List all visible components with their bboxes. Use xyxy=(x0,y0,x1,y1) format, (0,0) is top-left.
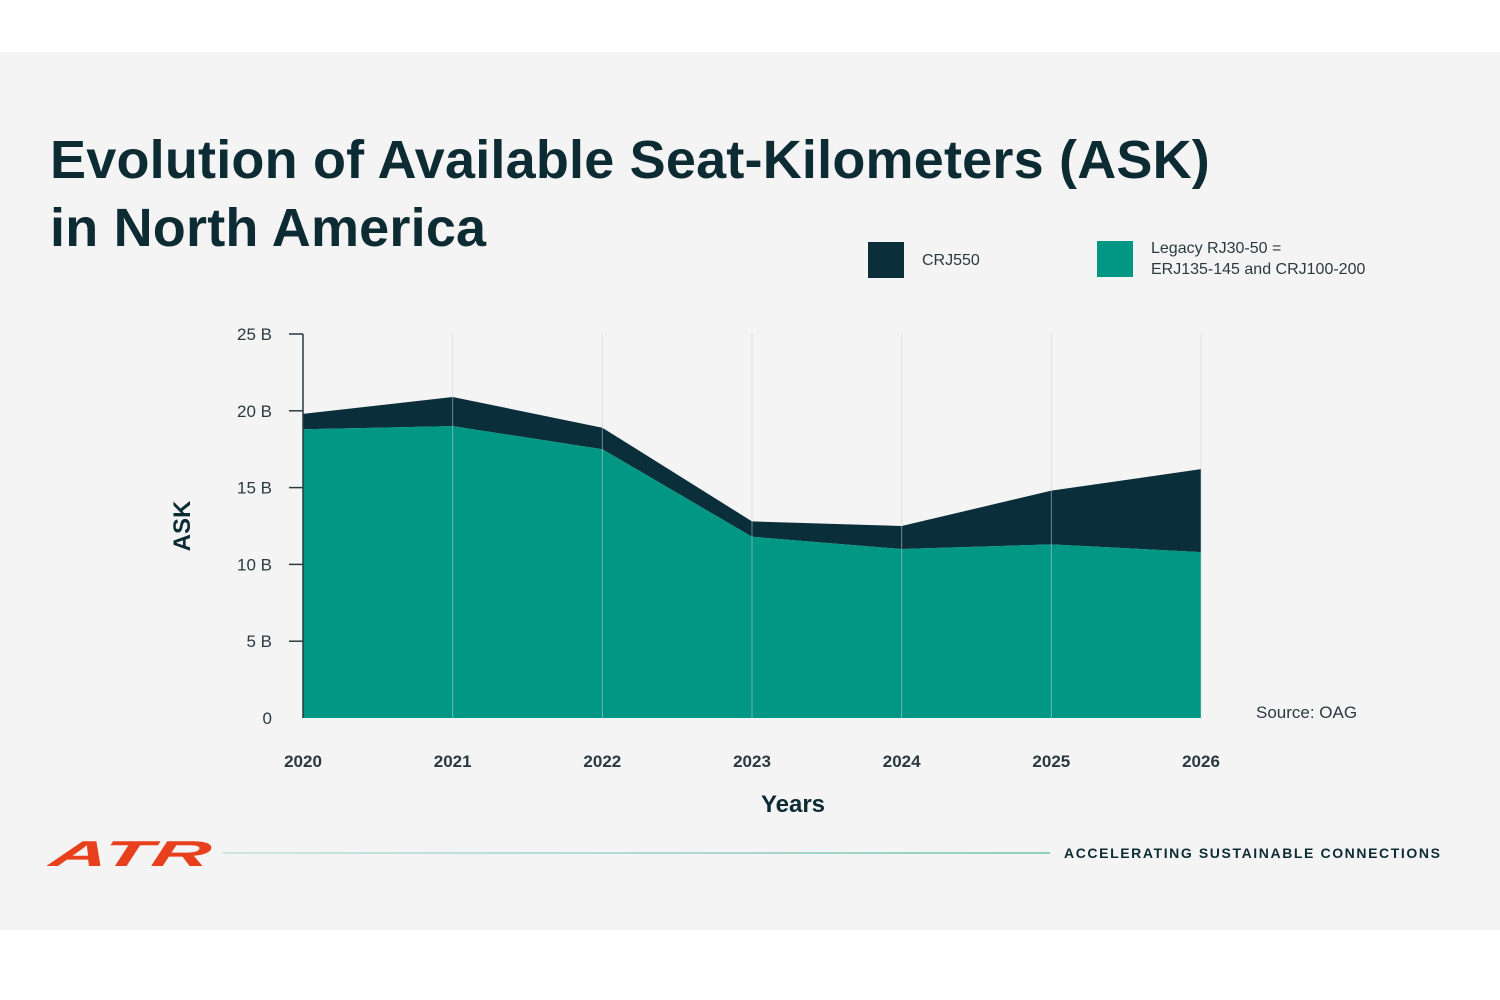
series-area-crj550 xyxy=(303,396,1201,553)
x-tick-label-2021: 2021 xyxy=(434,752,472,771)
legend-item-crj550: CRJ550 xyxy=(868,242,980,278)
brand-tagline: ACCELERATING SUSTAINABLE CONNECTIONS xyxy=(1064,845,1442,861)
x-tick-label-2023: 2023 xyxy=(733,752,771,771)
x-tick-label-2024: 2024 xyxy=(883,752,921,771)
y-tick-label-20: 20 B xyxy=(237,402,272,421)
title-line-1: Evolution of Available Seat-Kilometers (… xyxy=(50,130,1210,190)
page-title: Evolution of Available Seat-Kilometers (… xyxy=(50,126,1350,262)
x-tick-label-2022: 2022 xyxy=(583,752,621,771)
title-line-2: in North America xyxy=(50,198,487,258)
y-tick-label-0: 0 xyxy=(263,709,272,728)
legend-label-crj550: CRJ550 xyxy=(922,251,980,269)
legend-swatch-legacy xyxy=(1097,241,1133,277)
y-tick-label-15: 15 B xyxy=(237,479,272,498)
svg-text:ATR: ATR xyxy=(46,838,212,870)
x-tick-label-2026: 2026 xyxy=(1182,752,1220,771)
x-tick-label-2020: 2020 xyxy=(284,752,322,771)
y-tick-label-5: 5 B xyxy=(246,632,272,651)
chart-panel xyxy=(0,52,1500,930)
x-tick-label-2025: 2025 xyxy=(1032,752,1070,771)
source-note: Source: OAG xyxy=(1256,703,1358,722)
footer-divider xyxy=(222,852,1050,854)
legend-item-legacy: Legacy RJ30-50 = ERJ135-145 and CRJ100-2… xyxy=(1097,238,1365,280)
x-axis-title: Years xyxy=(761,791,825,818)
y-tick-label-10: 10 B xyxy=(237,555,272,574)
y-tick-label-25: 25 B xyxy=(237,325,272,344)
y-axis-title: ASK xyxy=(169,500,196,551)
atr-logo: ATR xyxy=(46,838,212,870)
legend-swatch-crj550 xyxy=(868,242,904,278)
legend-label-legacy: Legacy RJ30-50 = ERJ135-145 and CRJ100-2… xyxy=(1151,240,1366,278)
